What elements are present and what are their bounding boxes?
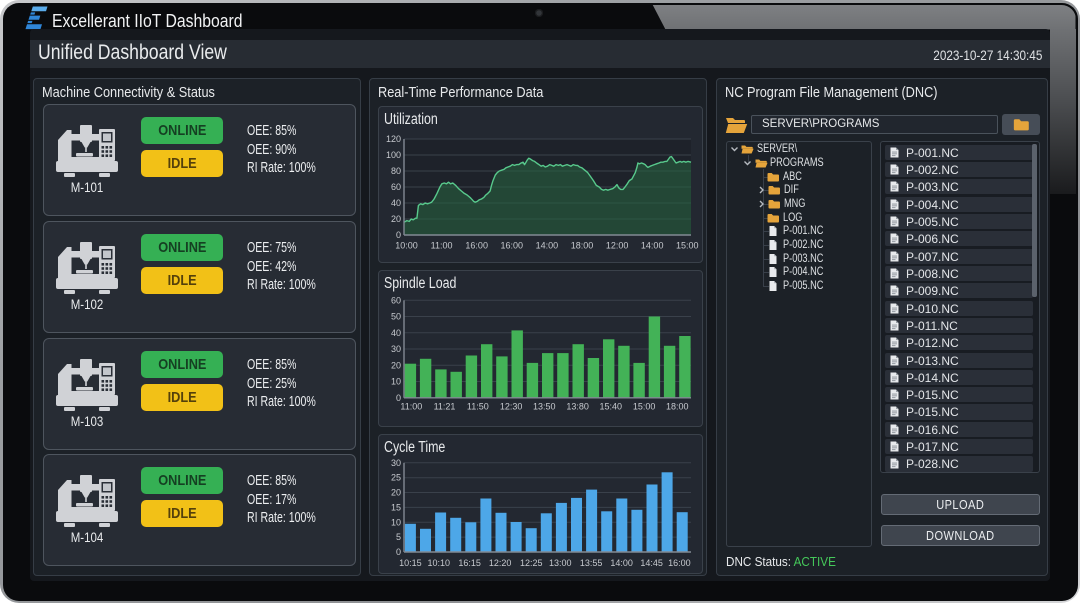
- svg-text:13:00: 13:00: [549, 558, 572, 568]
- svg-text:20: 20: [391, 488, 401, 498]
- svg-text:12:20: 12:20: [489, 558, 512, 568]
- svg-text:50: 50: [391, 312, 401, 322]
- svg-text:13:50: 13:50: [533, 402, 556, 412]
- svg-text:15:40: 15:40: [600, 402, 623, 412]
- svg-text:11:00: 11:00: [400, 402, 422, 412]
- svg-text:14:45: 14:45: [640, 558, 663, 568]
- svg-text:18:00: 18:00: [666, 402, 689, 412]
- svg-text:16:00: 16:00: [668, 558, 691, 568]
- svg-text:40: 40: [391, 198, 401, 208]
- svg-text:14:00: 14:00: [641, 241, 664, 251]
- svg-text:12:30: 12:30: [500, 402, 523, 412]
- svg-text:14:00: 14:00: [536, 241, 559, 251]
- svg-text:10: 10: [391, 517, 401, 527]
- svg-text:40: 40: [391, 328, 401, 338]
- svg-text:10:00: 10:00: [395, 241, 418, 251]
- svg-text:15:00: 15:00: [676, 241, 699, 251]
- svg-text:15:00: 15:00: [633, 402, 656, 412]
- svg-text:80: 80: [391, 166, 401, 176]
- svg-text:5: 5: [396, 532, 401, 542]
- svg-text:25: 25: [391, 473, 401, 483]
- svg-text:11:00: 11:00: [431, 241, 453, 251]
- svg-text:10: 10: [391, 377, 401, 387]
- svg-text:10:10: 10:10: [428, 558, 451, 568]
- svg-text:20: 20: [391, 360, 401, 370]
- svg-text:16:15: 16:15: [458, 558, 481, 568]
- svg-text:14:00: 14:00: [610, 558, 633, 568]
- svg-text:20: 20: [391, 214, 401, 224]
- svg-text:120: 120: [386, 134, 401, 144]
- svg-text:30: 30: [391, 458, 401, 468]
- svg-text:0: 0: [396, 230, 401, 240]
- svg-text:13:55: 13:55: [580, 558, 603, 568]
- svg-text:0: 0: [396, 547, 401, 557]
- svg-text:11:50: 11:50: [467, 402, 489, 412]
- svg-text:10:15: 10:15: [399, 558, 422, 568]
- svg-text:12:00: 12:00: [606, 241, 629, 251]
- svg-text:60: 60: [391, 295, 401, 305]
- svg-text:0: 0: [396, 393, 401, 403]
- svg-text:15: 15: [391, 502, 401, 512]
- svg-text:30: 30: [391, 344, 401, 354]
- svg-text:16:00: 16:00: [501, 241, 524, 251]
- svg-text:60: 60: [391, 182, 401, 192]
- svg-text:16:00: 16:00: [465, 241, 488, 251]
- svg-text:13:80: 13:80: [566, 402, 589, 412]
- svg-text:100: 100: [386, 150, 401, 160]
- svg-text:12:25: 12:25: [520, 558, 543, 568]
- svg-text:18:00: 18:00: [571, 241, 594, 251]
- svg-text:11:21: 11:21: [434, 402, 456, 412]
